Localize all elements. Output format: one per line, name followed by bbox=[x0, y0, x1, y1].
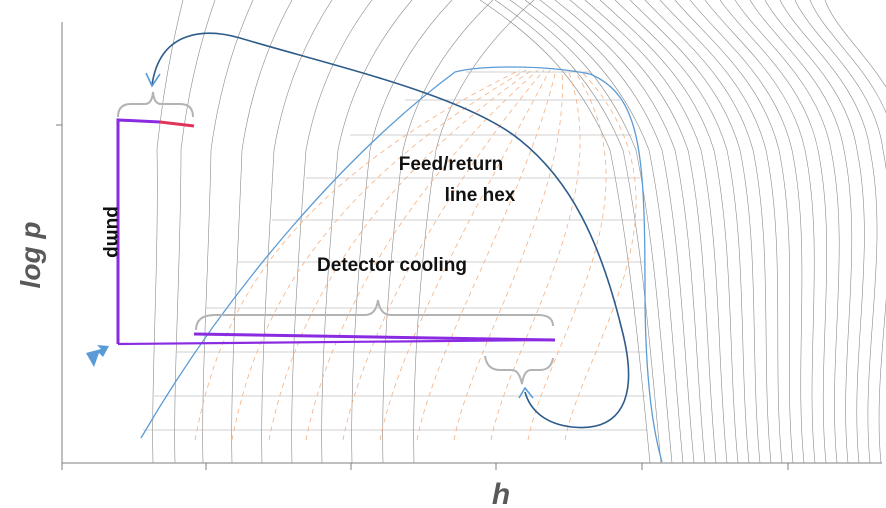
isotherm-line bbox=[749, 0, 853, 463]
start-arrow-icon bbox=[86, 345, 109, 367]
isotherm-line bbox=[494, 0, 662, 463]
vapor-quality-line bbox=[231, 69, 527, 441]
brace-detector bbox=[195, 299, 554, 331]
isotherm-line bbox=[569, 0, 717, 463]
return-line-curve bbox=[151, 32, 630, 429]
label-pump: pump bbox=[102, 206, 123, 258]
vapor-quality-lines bbox=[194, 69, 637, 441]
isotherm-line bbox=[554, 0, 706, 463]
isotherm-line bbox=[351, 0, 453, 463]
isotherm-line bbox=[202, 0, 254, 463]
isotherm-line bbox=[599, 0, 739, 463]
vapor-quality-line bbox=[194, 69, 521, 441]
isotherm-line bbox=[809, 0, 886, 114]
cycle-evaporation-upper bbox=[193, 332, 556, 342]
isotherm-line bbox=[734, 0, 840, 463]
isotherm-line bbox=[659, 0, 783, 463]
cooling-cycle bbox=[116, 118, 556, 346]
vapor-quality-line bbox=[453, 69, 563, 441]
isotherm-line bbox=[719, 0, 828, 463]
isotherm-line bbox=[261, 0, 333, 463]
isotherm-line bbox=[231, 0, 293, 463]
isotherm-line bbox=[174, 0, 216, 463]
vapor-quality-line bbox=[527, 69, 607, 441]
isotherm-line bbox=[764, 0, 865, 463]
cycle-evaporation-lower bbox=[117, 338, 556, 346]
vapor-quality-line bbox=[564, 69, 637, 441]
isotherm-line bbox=[291, 0, 373, 463]
isotherm-line bbox=[413, 0, 535, 463]
isotherm-line bbox=[479, 0, 651, 463]
isotherm-line bbox=[509, 0, 673, 463]
isotherm-line bbox=[674, 0, 794, 463]
cycle-left-segment bbox=[116, 118, 161, 344]
isobar-lines bbox=[143, 71, 648, 431]
isotherm-line bbox=[321, 0, 413, 463]
isotherm-line bbox=[629, 0, 761, 463]
isotherm-line bbox=[539, 0, 695, 463]
cycle-pump-top bbox=[159, 120, 195, 128]
return-arrow-head-bottom bbox=[518, 386, 534, 399]
isotherm-line bbox=[824, 0, 886, 88]
isotherm-line bbox=[704, 0, 816, 463]
vapor-quality-line bbox=[490, 69, 581, 441]
x-axis-label: h bbox=[492, 478, 510, 508]
saturation-dome bbox=[140, 66, 663, 463]
isotherm-line bbox=[524, 0, 684, 463]
vapor-quality-line bbox=[268, 69, 533, 441]
isotherm-line bbox=[689, 0, 805, 463]
y-axis-label: log p bbox=[15, 222, 46, 289]
isotherm-line bbox=[644, 0, 772, 463]
brace-bottom bbox=[484, 355, 554, 385]
brace-top bbox=[117, 91, 194, 118]
isotherm-line bbox=[614, 0, 750, 463]
isotherm-line bbox=[794, 0, 886, 463]
isotherm-line bbox=[584, 0, 728, 463]
isotherm-lines bbox=[152, 0, 886, 463]
label-feed-return-1: Feed/return bbox=[399, 154, 504, 175]
isotherm-line bbox=[152, 0, 184, 463]
label-feed-return-2: line hex bbox=[445, 185, 516, 206]
return-arrow-head-top bbox=[145, 72, 161, 88]
isotherm-line bbox=[779, 0, 878, 463]
isotherm-line bbox=[382, 0, 494, 463]
axes bbox=[56, 22, 882, 470]
label-detector-cooling: Detector cooling bbox=[317, 255, 467, 276]
